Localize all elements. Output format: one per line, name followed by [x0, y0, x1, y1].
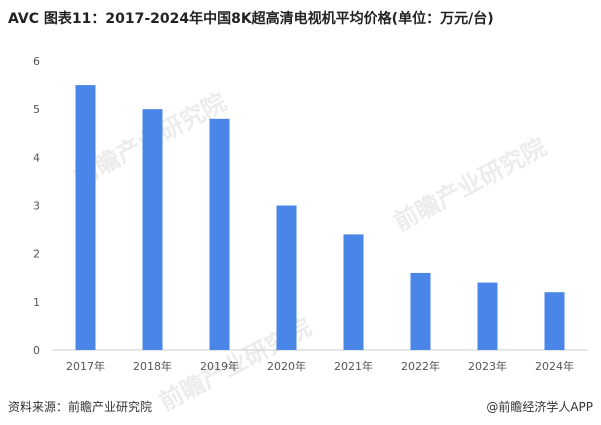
source-note: 资料来源：前瞻产业研究院 [8, 400, 153, 414]
y-tick-label: 3 [33, 200, 40, 213]
x-tick-label: 2018年 [133, 359, 172, 373]
y-tick-label: 5 [33, 103, 40, 116]
x-tick-label: 2017年 [66, 359, 105, 373]
x-tick-label: 2022年 [401, 359, 440, 373]
chart-title: AVC 图表11：2017-2024年中国8K超高清电视机平均价格(单位：万元/… [8, 11, 494, 27]
bar-2020年 [276, 205, 297, 350]
bar-2018年 [142, 109, 163, 351]
y-tick-label: 0 [33, 344, 40, 357]
x-tick-label: 2019年 [200, 359, 239, 373]
bar-2017年 [75, 85, 96, 350]
bar-chart: 0 1 2 3 4 5 6 2017年 2018年 2019年 2020年 2021年 2022年 202… [33, 55, 588, 373]
y-tick-label: 1 [33, 296, 40, 309]
bar-2023年 [477, 282, 498, 350]
x-tick-label: 2020年 [267, 359, 306, 373]
brand-credit: @前瞻经济学人APP [486, 398, 593, 415]
y-tick-label: 2 [33, 248, 40, 261]
bar-2024年 [544, 292, 565, 350]
x-tick-label: 2023年 [468, 359, 507, 373]
bar-2022年 [410, 272, 431, 350]
bar-2019年 [209, 118, 230, 350]
brand-credit-text: @前瞻经济学人APP [486, 400, 593, 414]
x-tick-label: 2024年 [535, 359, 574, 373]
y-tick-label: 4 [33, 151, 40, 164]
y-tick-label: 6 [33, 55, 40, 68]
bar-2021年 [343, 234, 364, 350]
x-tick-label: 2021年 [334, 359, 373, 373]
